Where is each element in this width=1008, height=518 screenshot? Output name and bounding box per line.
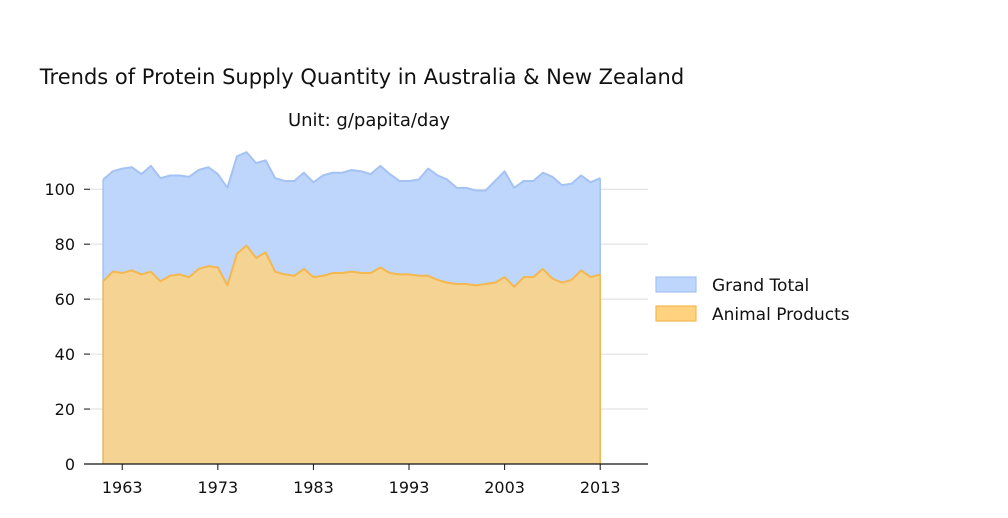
y-tick-label-80: 80 bbox=[55, 235, 75, 254]
x-tick-label-1973: 1973 bbox=[197, 478, 238, 497]
x-tick-label-1993: 1993 bbox=[389, 478, 430, 497]
legend-swatch-grand-total bbox=[655, 276, 697, 293]
legend: Grand Total Animal Products bbox=[655, 276, 850, 325]
chart-subtitle: Unit: g/papita/day bbox=[288, 110, 450, 131]
x-tick-label-2003: 2003 bbox=[484, 478, 525, 497]
y-tick-label-100: 100 bbox=[44, 180, 75, 199]
y-tick-label-0: 0 bbox=[65, 455, 75, 474]
area-animal-products bbox=[103, 245, 601, 464]
y-tick-label-40: 40 bbox=[55, 345, 75, 364]
x-tick-label-1963: 1963 bbox=[102, 478, 143, 497]
y-tick-label-60: 60 bbox=[55, 290, 75, 309]
legend-label-animal-products: Animal Products bbox=[712, 305, 850, 325]
legend-swatch-animal-products bbox=[655, 305, 697, 322]
series-areas bbox=[102, 151, 601, 464]
x-tick-label-2013: 2013 bbox=[580, 478, 621, 497]
axes: 0 20 40 60 80 100 1963 1973 1983 1993 2003 2013 bbox=[44, 180, 648, 497]
line-animal-products bbox=[102, 244, 601, 288]
line-grand-total bbox=[102, 151, 601, 192]
chart-title: Trends of Protein Supply Quantity in Aus… bbox=[39, 65, 684, 89]
x-tick-label-1983: 1983 bbox=[293, 478, 334, 497]
y-tick-label-20: 20 bbox=[55, 400, 75, 419]
legend-label-grand-total: Grand Total bbox=[712, 276, 809, 296]
